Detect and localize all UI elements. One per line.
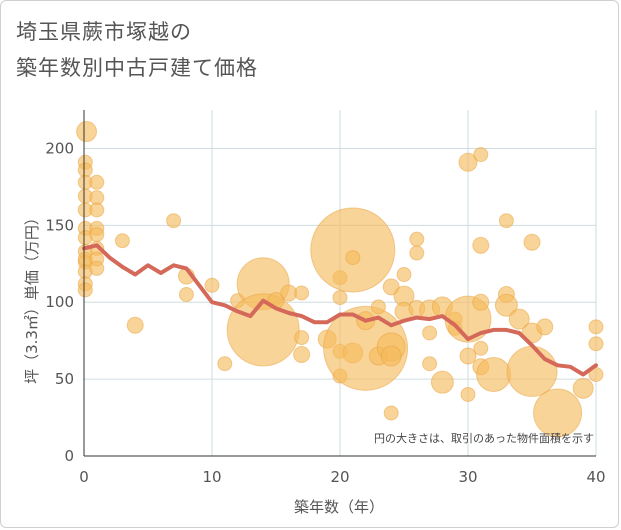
bubble-point: [76, 121, 98, 143]
bubble-point: [472, 236, 490, 254]
size-note: 円の大きさは、取引のあった物件面積を示す: [374, 431, 594, 445]
bubble-point: [422, 325, 438, 341]
title-line-2: 築年数別中古戸建て価格: [16, 56, 258, 80]
bubble-point: [396, 267, 412, 283]
x-axis-title: 築年数（年）: [294, 498, 384, 516]
title-line-1: 埼玉県蕨市塚越の: [16, 20, 192, 44]
bubble-point: [380, 345, 402, 367]
trend-line: [82, 243, 598, 377]
bubble-point: [572, 377, 594, 399]
y-tick-label: 0: [64, 447, 74, 465]
bubble-point: [459, 347, 477, 365]
bubble-point: [178, 287, 194, 303]
bubble-point: [422, 356, 438, 372]
bubble-series: [76, 121, 604, 438]
x-tick-label: 20: [330, 468, 349, 486]
bubble-point: [114, 233, 130, 249]
bubble-point: [294, 330, 310, 346]
bubble-point: [89, 227, 105, 243]
bubble-point: [166, 213, 182, 229]
bubble-point: [89, 202, 105, 218]
bubble-point: [473, 340, 489, 356]
bubble-point: [588, 336, 604, 352]
bubble-point: [217, 356, 233, 372]
bubble-point: [77, 282, 93, 298]
y-tick-label: 150: [45, 216, 74, 234]
bubble-point: [332, 290, 348, 306]
bubble-point: [494, 293, 518, 317]
bubble-point: [345, 250, 361, 266]
axes: 0 10 20 30 40 0 50 100 150 200: [45, 110, 606, 486]
bubble-point: [588, 319, 604, 335]
bubble-point: [126, 316, 144, 334]
bubble-point: [89, 174, 105, 190]
bubble-point: [523, 233, 541, 251]
bubble-point: [508, 308, 530, 330]
bubble-point: [506, 345, 558, 397]
bubble-point: [370, 299, 386, 315]
bubble-point: [533, 388, 583, 438]
x-tick-label: 40: [586, 468, 605, 486]
bubble-point: [89, 260, 105, 276]
bubble-point: [473, 147, 489, 163]
bubble-point: [458, 152, 478, 172]
bubble-point: [310, 207, 396, 293]
bubble-point: [409, 245, 425, 261]
y-axis-title: 坪（3.3㎡）単価（万円）: [23, 210, 41, 384]
bubble-point: [293, 346, 311, 364]
bubble-point: [204, 277, 220, 293]
bubble-point: [460, 386, 476, 402]
bubble-point: [383, 405, 399, 421]
bubble-point: [430, 370, 454, 394]
trend-series: [82, 243, 598, 377]
bubble-point: [294, 285, 310, 301]
y-tick-label: 200: [45, 139, 74, 157]
y-tick-label: 100: [45, 293, 74, 311]
bubble-point: [476, 356, 512, 392]
bubble-point: [536, 318, 554, 336]
x-tick-label: 0: [79, 468, 89, 486]
y-tick-label: 50: [55, 370, 74, 388]
bubble-point: [472, 293, 490, 311]
bubble-point: [323, 305, 409, 391]
chart-title: 埼玉県蕨市塚越の 築年数別中古戸建て価格: [16, 14, 258, 86]
bubble-point: [498, 213, 514, 229]
x-tick-label: 10: [202, 468, 221, 486]
bubble-point: [409, 231, 425, 247]
bubble-point: [226, 293, 300, 367]
x-tick-label: 30: [458, 468, 477, 486]
